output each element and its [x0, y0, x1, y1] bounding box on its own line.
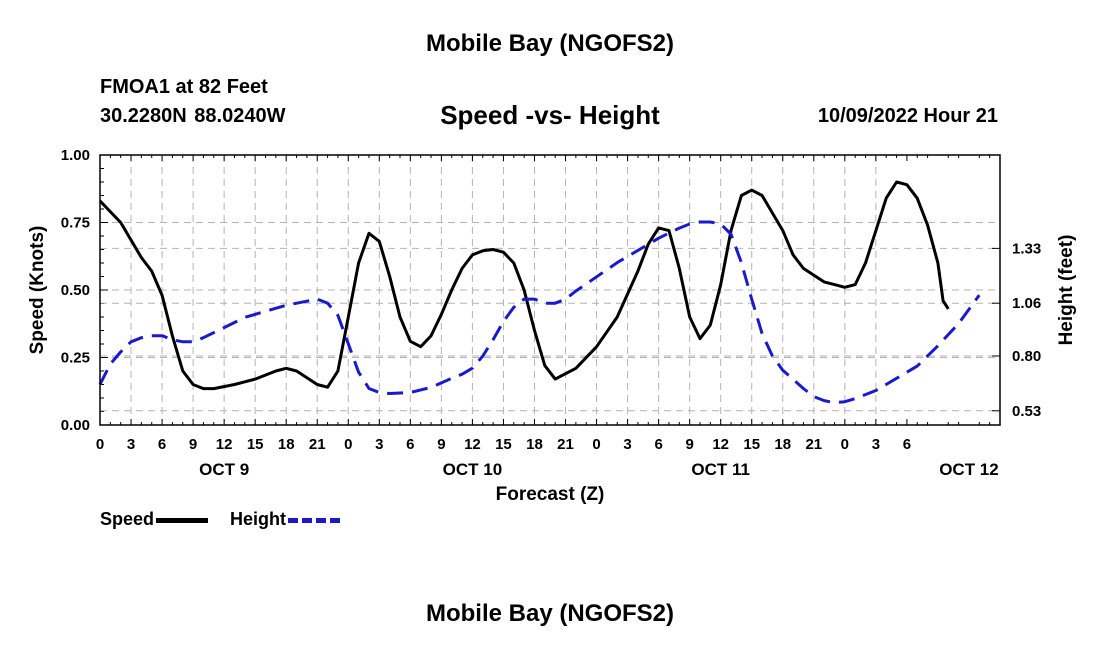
x-tick-label: 12 — [216, 436, 233, 453]
x-tick-label: 18 — [774, 436, 791, 453]
x-tick-label: 9 — [437, 436, 445, 453]
x-tick-label: 18 — [278, 436, 295, 453]
x-tick-label: 21 — [309, 436, 326, 453]
x-tick-label: 6 — [903, 436, 911, 453]
footer-title: Mobile Bay (NGOFS2) — [425, 600, 675, 627]
x-tick-label: 0 — [592, 436, 600, 453]
legend-speed-swatch — [156, 517, 209, 523]
x-tick-label: 0 — [344, 436, 352, 453]
plot-frame — [99, 154, 1001, 426]
y-right-tick-label: 1.06 — [1012, 295, 1041, 312]
x-tick-label: 21 — [557, 436, 574, 453]
legend-height-label: Height — [230, 509, 286, 529]
legend-speed-label: Speed — [100, 509, 155, 529]
series-line-height — [98, 220, 981, 405]
legend-speed: Speed — [100, 509, 209, 530]
y-right-tick-label: 0.80 — [1012, 348, 1041, 365]
x-tick-label: 9 — [685, 436, 693, 453]
chart-title: Mobile Bay (NGOFS2) — [425, 30, 675, 57]
chart-subtitle: Speed -vs- Height — [440, 100, 660, 130]
station-label: FMOA1 at 82 Feet — [100, 76, 268, 98]
x-tick-label: 12 — [712, 436, 729, 453]
forecast-datetime: 10/09/2022 Hour 21 — [817, 105, 998, 127]
x-tick-label: 9 — [189, 436, 197, 453]
y-left-tick-label: 0.75 — [61, 215, 90, 232]
date-label: OCT 9 — [199, 460, 249, 479]
y-left-tick-label: 0.00 — [61, 417, 90, 434]
y-right-tick-label: 1.33 — [1012, 240, 1041, 257]
x-tick-label: 18 — [526, 436, 543, 453]
x-tick-label: 15 — [495, 436, 512, 453]
series-line-speed — [98, 180, 950, 391]
x-tick-label: 0 — [96, 436, 104, 453]
y-right-tick-label: 0.53 — [1012, 403, 1041, 420]
x-axis-title: Forecast (Z) — [496, 484, 605, 505]
x-tick-label: 3 — [872, 436, 880, 453]
x-tick-label: 0 — [841, 436, 849, 453]
x-tick-label: 6 — [654, 436, 662, 453]
date-label: OCT 10 — [443, 460, 503, 479]
x-tick-label: 15 — [247, 436, 264, 453]
x-tick-label: 6 — [406, 436, 414, 453]
x-tick-label: 3 — [623, 436, 631, 453]
x-tick-label: 3 — [127, 436, 135, 453]
y-left-axis-title: Speed (Knots) — [27, 226, 48, 355]
date-label: OCT 11 — [691, 460, 750, 479]
station-coordinates: 30.2280N 88.0240W — [100, 105, 286, 127]
legend-height: Height — [230, 509, 340, 530]
x-tick-label: 3 — [375, 436, 383, 453]
y-left-tick-label: 1.00 — [61, 147, 90, 164]
y-right-axis-title: Height (feet) — [1056, 235, 1077, 346]
x-tick-label: 12 — [464, 436, 481, 453]
x-tick-label: 15 — [743, 436, 760, 453]
legend-height-swatch — [288, 517, 340, 523]
y-left-tick-label: 0.25 — [61, 350, 90, 367]
y-left-tick-label: 0.50 — [61, 282, 90, 299]
x-tick-label: 21 — [805, 436, 822, 453]
x-tick-label: 6 — [158, 436, 166, 453]
date-label: OCT 12 — [939, 460, 999, 479]
